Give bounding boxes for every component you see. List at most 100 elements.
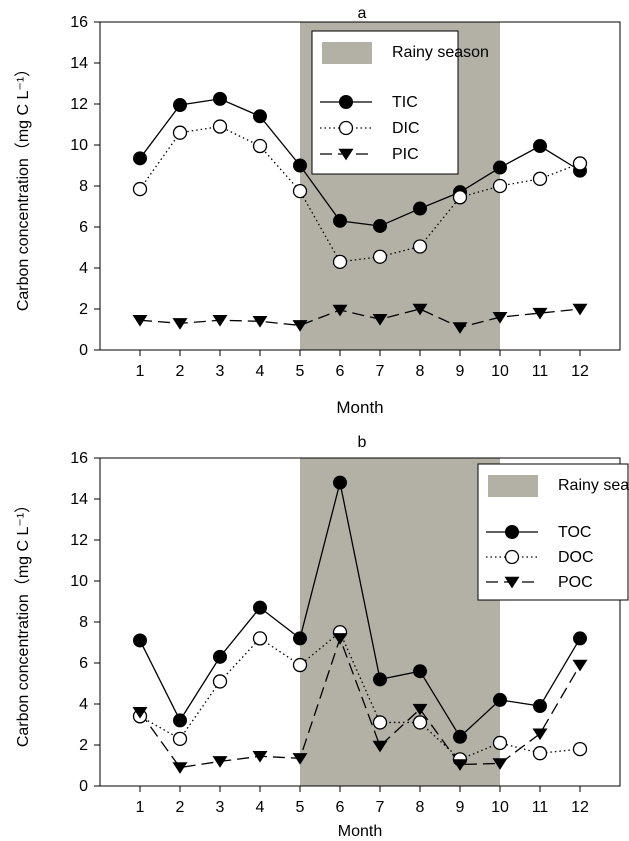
data-point-toc (493, 692, 507, 707)
x-tick-label: 10 (491, 799, 509, 816)
legend-marker-tic (339, 95, 353, 109)
data-point-doc (172, 731, 188, 746)
data-point-tic (493, 160, 507, 175)
y-axis-label-b: Carbon concentration（mg C L⁻¹） (14, 497, 32, 747)
data-point-pic (532, 307, 548, 320)
data-point-doc (372, 715, 388, 730)
data-point-poc (412, 703, 428, 716)
data-point-toc (373, 672, 387, 687)
x-tick-label: 5 (296, 363, 305, 380)
series-line-dic (139, 125, 581, 263)
data-point-toc (573, 631, 587, 646)
data-point-pic (452, 322, 468, 334)
x-tick-label: 2 (176, 799, 185, 816)
x-tick-label: 12 (571, 363, 589, 380)
data-point-doc (492, 735, 508, 751)
data-point-tic (533, 139, 547, 154)
y-tick-label: 8 (79, 614, 88, 631)
x-tick-label: 5 (296, 799, 305, 816)
legend-sample-poc (486, 576, 538, 589)
data-point-pic (492, 311, 508, 324)
y-tick-label: 16 (70, 14, 88, 31)
data-point-doc (572, 741, 588, 757)
data-point-tic (373, 218, 387, 233)
y-tick-label: 12 (70, 532, 88, 549)
data-point-doc (212, 674, 228, 689)
y-tick-label: 10 (70, 573, 88, 590)
data-point-dic (132, 181, 148, 197)
data-point-tic (213, 91, 227, 106)
y-tick-label: 14 (70, 55, 88, 72)
legend-swatch-rainy-b (488, 475, 538, 497)
data-point-dic (452, 190, 468, 205)
y-ticks-b: 0 2 4 6 8 10 12 14 16 (70, 450, 100, 795)
data-point-tic (413, 201, 427, 216)
data-point-dic (412, 239, 428, 254)
y-tick-label: 4 (79, 696, 88, 713)
x-tick-label: 12 (571, 799, 589, 816)
data-point-poc (252, 751, 268, 763)
y-tick-label: 4 (79, 260, 88, 277)
x-tick-label: 4 (256, 363, 265, 380)
y-axis-label-a: Carbon concentration（mg C L⁻¹） (14, 61, 32, 311)
x-tick-label: 1 (136, 363, 145, 380)
legend-label-poc: POC (558, 574, 593, 591)
data-point-dic (212, 119, 228, 134)
y-tick-label: 16 (70, 450, 88, 467)
data-point-dic (372, 249, 388, 264)
x-tick-label: 7 (376, 799, 385, 816)
rainy-season-band-b (300, 458, 500, 786)
x-ticks-b: 1 2 3 4 5 6 7 8 9 10 11 12 (136, 786, 589, 816)
data-point-pic (252, 316, 268, 328)
data-point-toc (173, 713, 187, 728)
x-tick-label: 4 (256, 799, 265, 816)
data-point-poc (172, 762, 188, 774)
data-point-toc (533, 699, 547, 714)
rainy-season-rect (300, 458, 500, 786)
legend-label-tic: TIC (392, 94, 418, 111)
data-point-doc (532, 746, 548, 761)
data-point-dic (172, 125, 188, 140)
data-point-toc (213, 649, 227, 664)
y-tick-label: 14 (70, 491, 88, 508)
legend-label-doc: DOC (558, 549, 594, 566)
x-tick-label: 9 (456, 799, 465, 816)
data-point-pic (292, 320, 308, 332)
data-point-dic (252, 138, 268, 154)
legend-marker-doc (504, 549, 520, 565)
legend-a: Rainy season TIC DIC PIC (311, 30, 489, 175)
legend-sample-dic (320, 120, 372, 136)
legend-label-toc: TOC (558, 524, 591, 541)
legend-label-rainy-a: Rainy season (392, 44, 489, 61)
y-tick-label: 0 (79, 342, 88, 359)
legend-swatch-rainy-a (322, 42, 372, 64)
x-tick-label: 11 (532, 799, 549, 816)
x-tick-label: 9 (456, 363, 465, 380)
data-point-toc (453, 729, 467, 744)
data-point-tic (133, 151, 147, 166)
x-tick-label: 7 (376, 363, 385, 380)
x-tick-label: 2 (176, 363, 185, 380)
series-line-pic (139, 308, 581, 329)
legend-label-dic: DIC (392, 120, 420, 137)
y-tick-label: 6 (79, 655, 88, 672)
data-point-pic (372, 314, 388, 326)
x-axis-label-b: Month (338, 823, 382, 840)
legend-sample-doc (486, 549, 538, 565)
data-point-toc (413, 664, 427, 679)
y-ticks-a: 0 2 4 6 8 10 12 14 16 (70, 14, 100, 359)
x-tick-label: 8 (416, 363, 425, 380)
legend-sample-tic (320, 95, 372, 109)
x-ticks-a: 1 2 3 4 5 6 7 8 9 10 11 12 (136, 350, 589, 380)
x-tick-label: 10 (491, 363, 509, 380)
data-point-tic (173, 98, 187, 113)
x-tick-label: 3 (216, 363, 225, 380)
data-point-doc (252, 631, 268, 646)
y-tick-label: 6 (79, 219, 88, 236)
data-point-dic (532, 171, 548, 186)
data-point-toc (293, 631, 307, 646)
legend-marker-poc (504, 576, 520, 589)
